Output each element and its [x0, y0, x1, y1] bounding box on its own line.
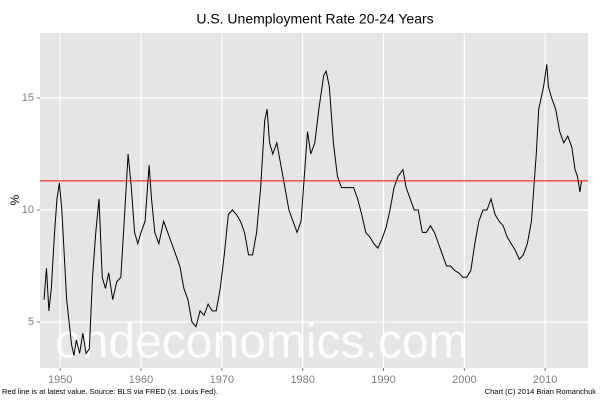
- note: Chart (C) 2014 Brian Romanchuk: [485, 387, 597, 396]
- chart-title: U.S. Unemployment Rate 20-24 Years: [196, 11, 433, 27]
- data-line: [43, 64, 583, 356]
- x-tick-label: 1960: [129, 374, 153, 386]
- watermark: ondeconomics.com: [55, 316, 469, 369]
- y-tick-label: 15: [22, 92, 34, 104]
- y-axis-label: %: [8, 194, 22, 205]
- y-tick-label: 10: [22, 204, 34, 216]
- x-tick-label: 2000: [452, 374, 476, 386]
- plot-panel: [40, 33, 588, 368]
- x-tick-label: 1990: [371, 374, 395, 386]
- x-tick-label: 2010: [533, 374, 557, 386]
- x-tick-label: 1980: [290, 374, 314, 386]
- note: Red line is at latest value. Source: BLS…: [2, 387, 218, 396]
- x-tick-label: 1950: [48, 374, 72, 386]
- x-tick-label: 1970: [210, 374, 234, 386]
- y-tick-label: 5: [28, 316, 34, 328]
